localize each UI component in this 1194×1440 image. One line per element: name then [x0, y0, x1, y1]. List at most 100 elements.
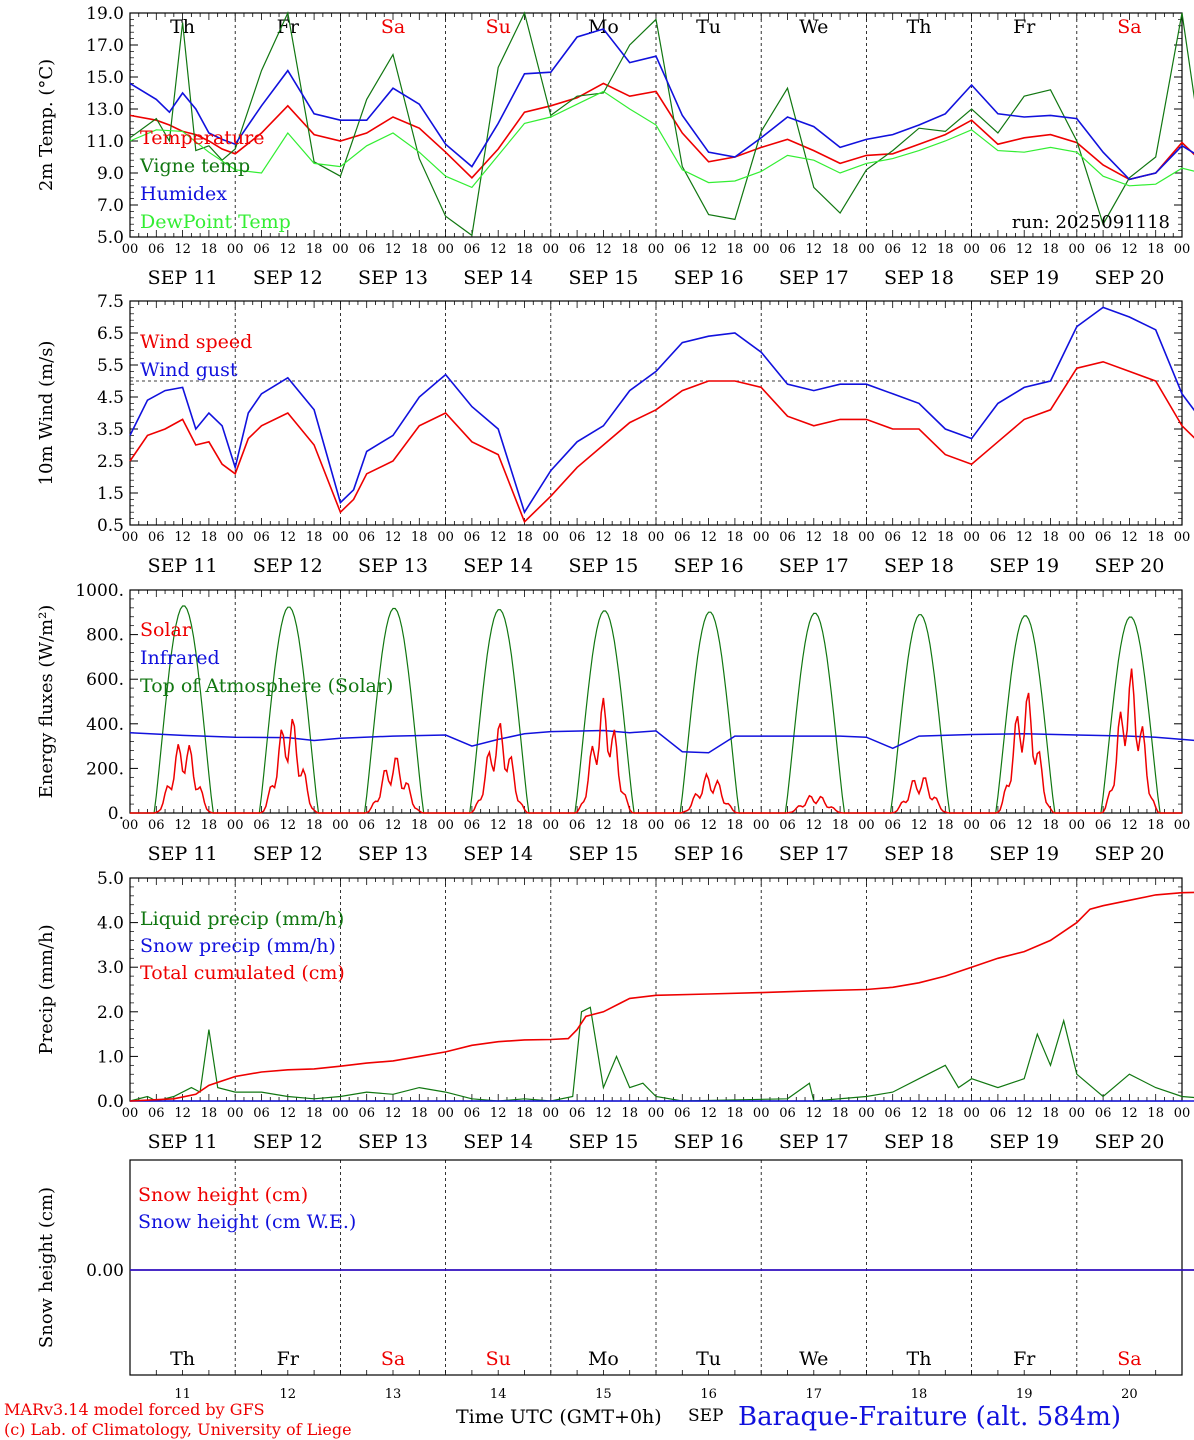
legend-entry: Wind speed — [140, 331, 252, 353]
x-date-label: SEP 12 — [253, 555, 323, 577]
y-tick-label: 0.0 — [97, 1092, 124, 1112]
x-hour-label: 12 — [490, 818, 507, 833]
x-hour-label: 18 — [1147, 818, 1164, 833]
y-tick-label: 400. — [86, 715, 124, 735]
x-hour-label: 18 — [937, 242, 954, 257]
x-day-number: 13 — [385, 1387, 402, 1402]
x-date-label: SEP 17 — [779, 1131, 849, 1153]
x-hour-label: 12 — [911, 242, 928, 257]
x-hour-label: 18 — [937, 818, 954, 833]
x-hour-label: 18 — [1147, 530, 1164, 545]
x-hour-label: 12 — [806, 530, 823, 545]
x-hour-label: 18 — [727, 242, 744, 257]
y-tick-label: 1.5 — [97, 484, 124, 504]
x-hour-label: 12 — [1016, 818, 1033, 833]
weekday-label: Su — [486, 16, 511, 38]
x-hour-label: 00 — [753, 1106, 770, 1121]
x-hour-label: 18 — [516, 818, 533, 833]
x-hour-label: 06 — [1095, 242, 1112, 257]
x-hour-label: 00 — [122, 242, 139, 257]
y-tick-label: 1.0 — [97, 1047, 124, 1067]
x-hour-label: 18 — [832, 242, 849, 257]
x-hour-label: 06 — [1095, 530, 1112, 545]
x-hour-label: 00 — [1069, 242, 1086, 257]
y-tick-label: 7.0 — [97, 196, 124, 216]
x-day-number: 12 — [280, 1387, 297, 1402]
series-humidex — [129, 28, 1194, 181]
x-date-label: SEP 19 — [989, 843, 1059, 865]
x-hour-label: 00 — [753, 530, 770, 545]
x-date-label: SEP 19 — [989, 1131, 1059, 1153]
x-hour-label: 06 — [148, 242, 165, 257]
legend-entry: Solar — [140, 619, 192, 641]
x-hour-label: 06 — [148, 1106, 165, 1121]
x-date-label: SEP 19 — [989, 267, 1059, 289]
x-hour-label: 12 — [280, 242, 297, 257]
x-hour-label: 12 — [1121, 242, 1138, 257]
series-total-cumulated-cm — [129, 891, 1194, 1102]
legend-entry: Humidex — [140, 183, 227, 205]
x-hour-label: 12 — [911, 530, 928, 545]
x-hour-label: 06 — [990, 818, 1007, 833]
x-hour-label: 00 — [543, 242, 560, 257]
x-hour-label: 06 — [779, 1106, 796, 1121]
x-hour-label: 18 — [621, 818, 638, 833]
weekday-label: Th — [170, 1348, 195, 1370]
y-tick-label: 17.0 — [86, 36, 124, 56]
y-tick-label: 0.00 — [86, 1261, 124, 1281]
x-date-label: SEP 18 — [884, 555, 954, 577]
x-hour-label: 06 — [674, 818, 691, 833]
x-hour-label: 06 — [358, 818, 375, 833]
x-date-label: SEP 18 — [884, 843, 954, 865]
x-hour-label: 06 — [990, 1106, 1007, 1121]
x-date-label: SEP 13 — [358, 267, 428, 289]
x-date-label: SEP 15 — [568, 1131, 638, 1153]
x-date-label: SEP 13 — [358, 843, 428, 865]
y-tick-label: 4.5 — [97, 388, 124, 408]
series-toa-solar — [130, 605, 1182, 814]
x-date-label: SEP 18 — [884, 1131, 954, 1153]
x-date-label: SEP 14 — [463, 555, 533, 577]
x-hour-label: 12 — [1121, 530, 1138, 545]
x-date-label: SEP 14 — [463, 1131, 533, 1153]
x-hour-label: 00 — [543, 530, 560, 545]
y-tick-label: 200. — [86, 759, 124, 779]
legend-entry: DewPoint Temp — [140, 211, 291, 233]
x-hour-label: 06 — [253, 818, 270, 833]
y-tick-label: 4.0 — [97, 914, 124, 934]
x-hour-label: 00 — [858, 1106, 875, 1121]
y-axis-label: Snow height (cm) — [36, 1187, 57, 1348]
x-hour-label: 06 — [674, 530, 691, 545]
x-hour-label: 12 — [700, 530, 717, 545]
y-tick-label: 3.5 — [97, 420, 124, 440]
x-hour-label: 12 — [911, 1106, 928, 1121]
x-hour-label: 18 — [306, 242, 323, 257]
x-hour-label: 06 — [569, 242, 586, 257]
x-hour-label: 12 — [385, 530, 402, 545]
weekday-label: Fr — [1013, 16, 1036, 38]
x-hour-label: 06 — [464, 242, 481, 257]
x-hour-label: 18 — [1042, 530, 1059, 545]
x-date-label: SEP 12 — [253, 843, 323, 865]
y-tick-label: 0.5 — [97, 516, 124, 536]
x-hour-label: 12 — [1121, 818, 1138, 833]
x-hour-label: 18 — [306, 530, 323, 545]
x-hour-label: 18 — [937, 530, 954, 545]
y-tick-label: 600. — [86, 670, 124, 690]
x-hour-label: 18 — [621, 530, 638, 545]
x-hour-label: 00 — [1174, 1106, 1191, 1121]
x-hour-label: 18 — [516, 1106, 533, 1121]
weekday-label: We — [799, 1348, 828, 1370]
y-tick-label: 0. — [108, 804, 124, 824]
x-date-label: SEP 14 — [463, 267, 533, 289]
x-hour-label: 06 — [990, 242, 1007, 257]
x-hour-label: 12 — [174, 242, 191, 257]
series-wind-gust — [129, 306, 1194, 515]
x-hour-label: 12 — [385, 1106, 402, 1121]
x-hour-label: 18 — [1147, 1106, 1164, 1121]
x-hour-label: 12 — [595, 530, 612, 545]
x-hour-label: 18 — [201, 818, 218, 833]
weekday-label: Th — [907, 16, 932, 38]
x-hour-label: 06 — [358, 1106, 375, 1121]
x-hour-label: 18 — [727, 530, 744, 545]
